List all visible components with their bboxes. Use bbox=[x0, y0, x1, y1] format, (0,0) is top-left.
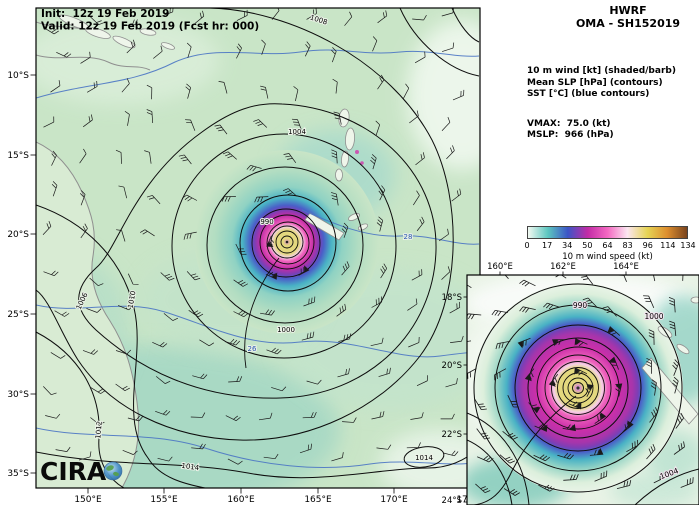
colorbar-tick: 134 bbox=[680, 241, 696, 250]
legend-block: 10 m wind [kt] (shaded/barb) Mean SLP [h… bbox=[527, 66, 676, 142]
lon-tick-155e: 155°E bbox=[150, 495, 178, 505]
coastlines bbox=[36, 14, 369, 488]
colorbar-tick: 64 bbox=[602, 241, 613, 250]
inset-coastlines bbox=[641, 296, 699, 425]
lon-tick-170e: 170°E bbox=[380, 495, 408, 505]
lon-tick-150e: 150°E bbox=[74, 495, 102, 505]
colorbar-tick: 96 bbox=[642, 241, 653, 250]
lon-tick-160e: 160°E bbox=[227, 495, 255, 505]
inset-axis-ticks bbox=[463, 271, 627, 503]
inset-axis-labels: 160°E 162°E 164°E 18°S 20°S 22°S 24°S bbox=[442, 262, 639, 505]
inset-wind-barbs bbox=[467, 275, 694, 496]
inset-lat-tick-20s: 20°S bbox=[442, 361, 462, 371]
colorbar-tick: 83 bbox=[622, 241, 633, 250]
inset-new-caledonia bbox=[641, 357, 699, 425]
model-name: HWRF bbox=[609, 4, 647, 17]
cira-globe-icon bbox=[103, 461, 123, 481]
inset-map: 990 1000 1004 160°E 162°E 164°E 18°S 20°… bbox=[442, 262, 699, 505]
slp-label-1014b: 1014 bbox=[415, 454, 433, 462]
colorbar-strip bbox=[527, 226, 688, 239]
sst-label-26: 26 bbox=[248, 345, 257, 353]
colorbar-tick: 114 bbox=[660, 241, 676, 250]
slp-label-990: 990 bbox=[260, 218, 273, 226]
storm-id: OMA - SH152019 bbox=[575, 17, 681, 30]
inset-lat-tick-22s: 22°S bbox=[442, 430, 462, 440]
inset-loyalty-island bbox=[676, 343, 690, 355]
slp-contour-labels: 990 1000 1004 1006 1008 1010 1012 1014 1… bbox=[74, 13, 435, 474]
cira-logo: CIRA bbox=[40, 457, 123, 486]
inset-storm-center-marker bbox=[576, 386, 580, 390]
inset-frame bbox=[466, 274, 699, 505]
inset-lon-tick-162e: 162°E bbox=[550, 262, 576, 272]
inset-slp-label-990: 990 bbox=[573, 301, 588, 310]
colorbar-tick: 0 bbox=[524, 241, 530, 250]
lat-tick-15s: 15°S bbox=[7, 151, 29, 161]
colorbar: 0 17 34 50 64 83 96 114 134 10 m wind speed (kt) bbox=[524, 226, 696, 262]
storm-center-marker bbox=[285, 240, 289, 244]
lat-tick-10s: 10°S bbox=[7, 71, 29, 81]
slp-label-1004: 1004 bbox=[288, 128, 306, 136]
inset-lat-tick-18s: 18°S bbox=[442, 293, 462, 303]
inset-lon-tick-160e: 160°E bbox=[487, 262, 513, 272]
colorbar-caption: 10 m wind speed (kt) bbox=[562, 252, 653, 262]
legend-gap bbox=[527, 101, 676, 119]
slp-label-1000: 1000 bbox=[277, 326, 295, 334]
inset-loyalty-island bbox=[657, 326, 673, 338]
legend-sst: SST [°C] (blue contours) bbox=[527, 89, 650, 99]
lat-tick-35s: 35°S bbox=[7, 469, 29, 479]
inset-lon-tick-164e: 164°E bbox=[613, 262, 639, 272]
header: HWRF OMA - SH152019 bbox=[557, 4, 699, 30]
sst-label-28: 28 bbox=[404, 233, 413, 241]
slp-contours bbox=[36, 8, 480, 488]
globe-land bbox=[113, 471, 119, 477]
colorbar-tick: 34 bbox=[562, 241, 573, 250]
map-frame bbox=[35, 7, 481, 489]
lon-tick-165e: 165°E bbox=[304, 495, 332, 505]
legend-mslp: MSLP: 966 (hPa) bbox=[527, 130, 614, 140]
init-time-label: Init: 12z 19 Feb 2019 bbox=[41, 8, 169, 20]
inset-slp-label-1000: 1000 bbox=[644, 312, 663, 321]
australia-land bbox=[36, 142, 139, 488]
lat-tick-30s: 30°S bbox=[7, 390, 29, 400]
slp-label-1012: 1012 bbox=[94, 421, 104, 439]
legend-slp: Mean SLP [hPa] (contours) bbox=[527, 77, 663, 88]
inset-slp-contours bbox=[467, 283, 699, 505]
colorbar-tick: 50 bbox=[582, 241, 593, 250]
solomon-islands bbox=[58, 14, 176, 50]
slp-label-1014: 1014 bbox=[181, 462, 200, 472]
globe-land bbox=[106, 465, 114, 471]
inset-small-island bbox=[690, 296, 699, 304]
png-coast bbox=[36, 54, 151, 71]
wind-speck bbox=[355, 150, 359, 154]
lat-tick-20s: 20°S bbox=[7, 230, 29, 240]
legend-vmax: VMAX: 75.0 (kt) bbox=[527, 118, 611, 129]
wind-speck bbox=[360, 161, 364, 165]
legend-wind: 10 m wind [kt] (shaded/barb) bbox=[527, 66, 676, 76]
valid-time-label: Valid: 12z 19 Feb 2019 (Fcst hr: 000) bbox=[41, 21, 259, 33]
wind-barbs bbox=[42, 8, 465, 465]
lat-tick-25s: 25°S bbox=[7, 310, 29, 320]
main-map: 990 1000 1004 1006 1008 1010 1012 1014 1… bbox=[7, 7, 484, 505]
inset-lat-tick-24s: 24°S bbox=[442, 496, 462, 505]
australia-coast bbox=[36, 141, 140, 488]
colorbar-ticks: 0 17 34 50 64 83 96 114 134 bbox=[524, 239, 695, 250]
cira-logo-text: CIRA bbox=[40, 457, 107, 486]
colorbar-tick: 17 bbox=[542, 241, 553, 250]
